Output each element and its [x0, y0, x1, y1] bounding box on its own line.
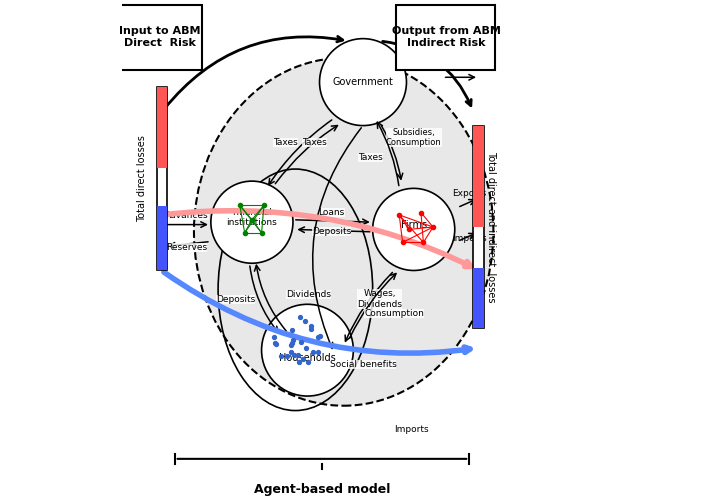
Text: Wages,
Dividends: Wages, Dividends — [357, 289, 402, 309]
FancyBboxPatch shape — [157, 206, 168, 270]
FancyBboxPatch shape — [118, 5, 202, 70]
Text: Deposits: Deposits — [216, 295, 256, 304]
Text: Taxes: Taxes — [274, 138, 298, 147]
Text: Loans: Loans — [319, 208, 345, 217]
Circle shape — [319, 39, 407, 125]
Text: Deposits: Deposits — [312, 227, 351, 236]
Circle shape — [261, 304, 354, 396]
FancyBboxPatch shape — [396, 5, 495, 70]
Text: Taxes: Taxes — [359, 153, 383, 162]
Text: Social benefits: Social benefits — [330, 360, 396, 369]
Text: Financial
institutions: Financial institutions — [227, 208, 277, 227]
Text: Input to ABM
Direct  Risk: Input to ABM Direct Risk — [119, 26, 201, 48]
Text: Consumption: Consumption — [364, 310, 424, 318]
FancyBboxPatch shape — [157, 87, 168, 168]
Text: Imports: Imports — [452, 235, 486, 244]
Text: Subsidies,
Consumption: Subsidies, Consumption — [386, 127, 441, 147]
Text: Dividends: Dividends — [286, 290, 331, 299]
Text: Advances: Advances — [165, 211, 208, 220]
FancyBboxPatch shape — [473, 125, 484, 227]
Text: Households: Households — [279, 353, 336, 364]
FancyBboxPatch shape — [473, 125, 484, 328]
Text: Firms: Firms — [401, 220, 427, 230]
Text: Bonds: Bonds — [446, 63, 473, 72]
Ellipse shape — [194, 58, 494, 406]
Text: Reserves: Reserves — [166, 243, 207, 251]
Text: Total direct and indirect  losses: Total direct and indirect losses — [486, 151, 496, 303]
Text: Agent-based model: Agent-based model — [254, 483, 390, 496]
FancyBboxPatch shape — [157, 87, 168, 270]
Text: Government: Government — [333, 77, 393, 87]
Circle shape — [372, 188, 454, 270]
Text: Taxes: Taxes — [302, 138, 327, 147]
Text: Exports: Exports — [452, 188, 486, 197]
Text: Imports: Imports — [394, 425, 428, 434]
Text: Total direct losses: Total direct losses — [136, 135, 147, 222]
Text: Output from ABM
Indirect Risk: Output from ABM Indirect Risk — [391, 26, 500, 48]
Circle shape — [211, 181, 293, 263]
FancyBboxPatch shape — [473, 267, 484, 328]
